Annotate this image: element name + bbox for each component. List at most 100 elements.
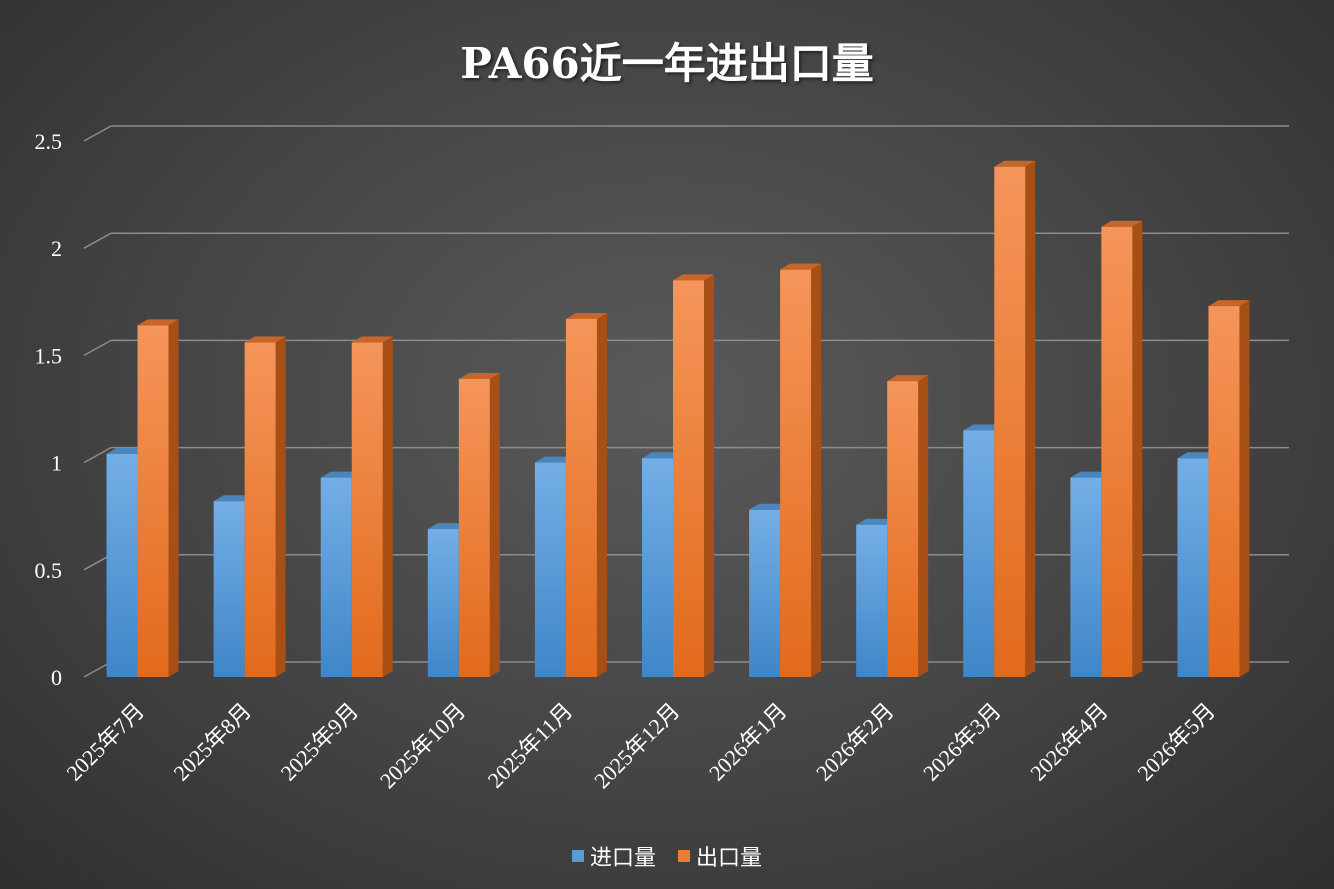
bar-front-import — [856, 524, 888, 677]
bar-front-export — [458, 378, 490, 677]
chart-title: PA66近一年进出口量 — [460, 39, 874, 88]
bar-front-import — [320, 477, 352, 677]
bar-top-import — [427, 523, 469, 530]
x-tick-label: 2026年4月 — [1025, 698, 1113, 786]
y-tick-label: 2 — [51, 236, 62, 261]
bar-front-import — [1070, 477, 1102, 677]
bar-front-export — [673, 280, 704, 677]
legend-swatch-import — [571, 850, 584, 862]
bar-side-export — [918, 375, 929, 677]
legend-item-import: 进口量 — [571, 840, 656, 872]
bar-side-export — [1025, 160, 1036, 677]
bar-side-export — [811, 263, 822, 677]
bar-front-import — [427, 529, 459, 677]
bar-front-import — [106, 454, 138, 677]
bar-export — [780, 263, 822, 677]
bar-top-export — [673, 274, 714, 281]
bar-export — [994, 160, 1036, 677]
x-tick-label: 2025年7月 — [61, 698, 149, 786]
gridline-depth — [83, 339, 112, 357]
gridline-depth — [83, 554, 112, 571]
bar-export — [351, 336, 393, 677]
legend-item-export: 出口量 — [678, 840, 762, 872]
x-tick-label: 2026年3月 — [918, 698, 1006, 786]
bar-top-import — [642, 452, 683, 459]
bar-top-export — [458, 372, 500, 379]
bar-side-export — [168, 319, 179, 677]
x-tick-label: 2026年5月 — [1132, 698, 1220, 786]
x-axis-ticks: 2025年7月 2025年8月 2025年9月 2025年10月 2025年11月 202… — [61, 698, 1220, 793]
legend-swatch-export — [678, 850, 690, 862]
bar-front-export — [244, 342, 276, 677]
gridline-depth — [83, 232, 112, 249]
bar-top-import — [749, 503, 791, 510]
bar-side-export — [704, 274, 714, 677]
bar-top-import — [1070, 471, 1112, 478]
bar-front-import — [213, 501, 245, 677]
bar-top-export — [351, 336, 393, 343]
bar-front-export — [351, 342, 383, 677]
bar-side-export — [1132, 220, 1143, 677]
x-tick-label: 2026年1月 — [704, 698, 792, 786]
bar-front-export — [887, 381, 919, 677]
bar-side-export — [382, 336, 393, 677]
bar-front-import — [749, 509, 781, 677]
bar-top-export — [244, 336, 286, 343]
x-tick-label: 2025年8月 — [168, 698, 256, 786]
x-tick-label: 2026年2月 — [811, 698, 899, 786]
bar-front-export — [1101, 226, 1133, 677]
bar-front-export — [565, 318, 597, 677]
bar-export — [887, 375, 929, 677]
bar-front-export — [994, 166, 1026, 677]
legend-label-export: 出口量 — [696, 846, 763, 871]
bar-front-export — [780, 269, 812, 677]
y-tick-label: 0 — [51, 665, 62, 690]
y-tick-label: 2.5 — [35, 129, 63, 154]
bar-side-export — [489, 372, 500, 677]
gridline-depth — [83, 125, 112, 142]
bar-top-import — [963, 424, 1005, 431]
bar-top-export — [887, 375, 929, 382]
bar-top-export — [1208, 300, 1250, 307]
y-tick-label: 0.5 — [35, 558, 63, 583]
gridline-depth — [83, 446, 112, 464]
x-tick-label: 2025年10月 — [375, 698, 470, 793]
bar-export — [1101, 220, 1143, 677]
bar-front-export — [137, 325, 169, 677]
bar-front-import — [642, 458, 673, 677]
bar-front-import — [963, 430, 995, 677]
legend: 进口量 出口量 — [0, 840, 1334, 872]
bar-top-export — [780, 263, 822, 270]
bar-export — [244, 336, 286, 677]
y-tick-label: 1 — [51, 451, 62, 476]
x-tick-label: 2025年11月 — [483, 698, 578, 793]
bar-top-import — [213, 495, 255, 502]
bar-front-export — [1208, 306, 1240, 677]
bar-export — [565, 312, 607, 677]
bar-top-export — [137, 319, 179, 326]
bar-top-import — [534, 456, 576, 463]
y-tick-label: 1.5 — [35, 343, 63, 368]
bar-export — [137, 319, 179, 677]
bar-top-import — [856, 518, 898, 525]
bar-front-import — [534, 462, 566, 677]
bar-front-import — [1177, 458, 1209, 677]
bar-top-import — [106, 448, 148, 455]
bar-side-export — [596, 312, 607, 677]
gridline-depth — [83, 661, 112, 678]
bar-side-export — [1239, 300, 1250, 677]
y-axis-ticks: 0 0.5 1 1.5 2 2.5 — [35, 129, 63, 690]
legend-label-import: 进口量 — [589, 846, 656, 871]
x-tick-label: 2025年9月 — [276, 698, 364, 786]
bar-top-import — [320, 471, 362, 478]
bar-export — [1208, 300, 1250, 677]
bar-top-import — [1177, 452, 1219, 459]
x-tick-label: 2025年12月 — [589, 698, 684, 793]
bar-top-export — [565, 312, 607, 319]
bar-export — [673, 274, 714, 677]
bar-top-export — [1101, 220, 1143, 227]
bars — [106, 160, 1250, 677]
bar-top-export — [994, 160, 1036, 167]
bar-side-export — [275, 336, 286, 677]
